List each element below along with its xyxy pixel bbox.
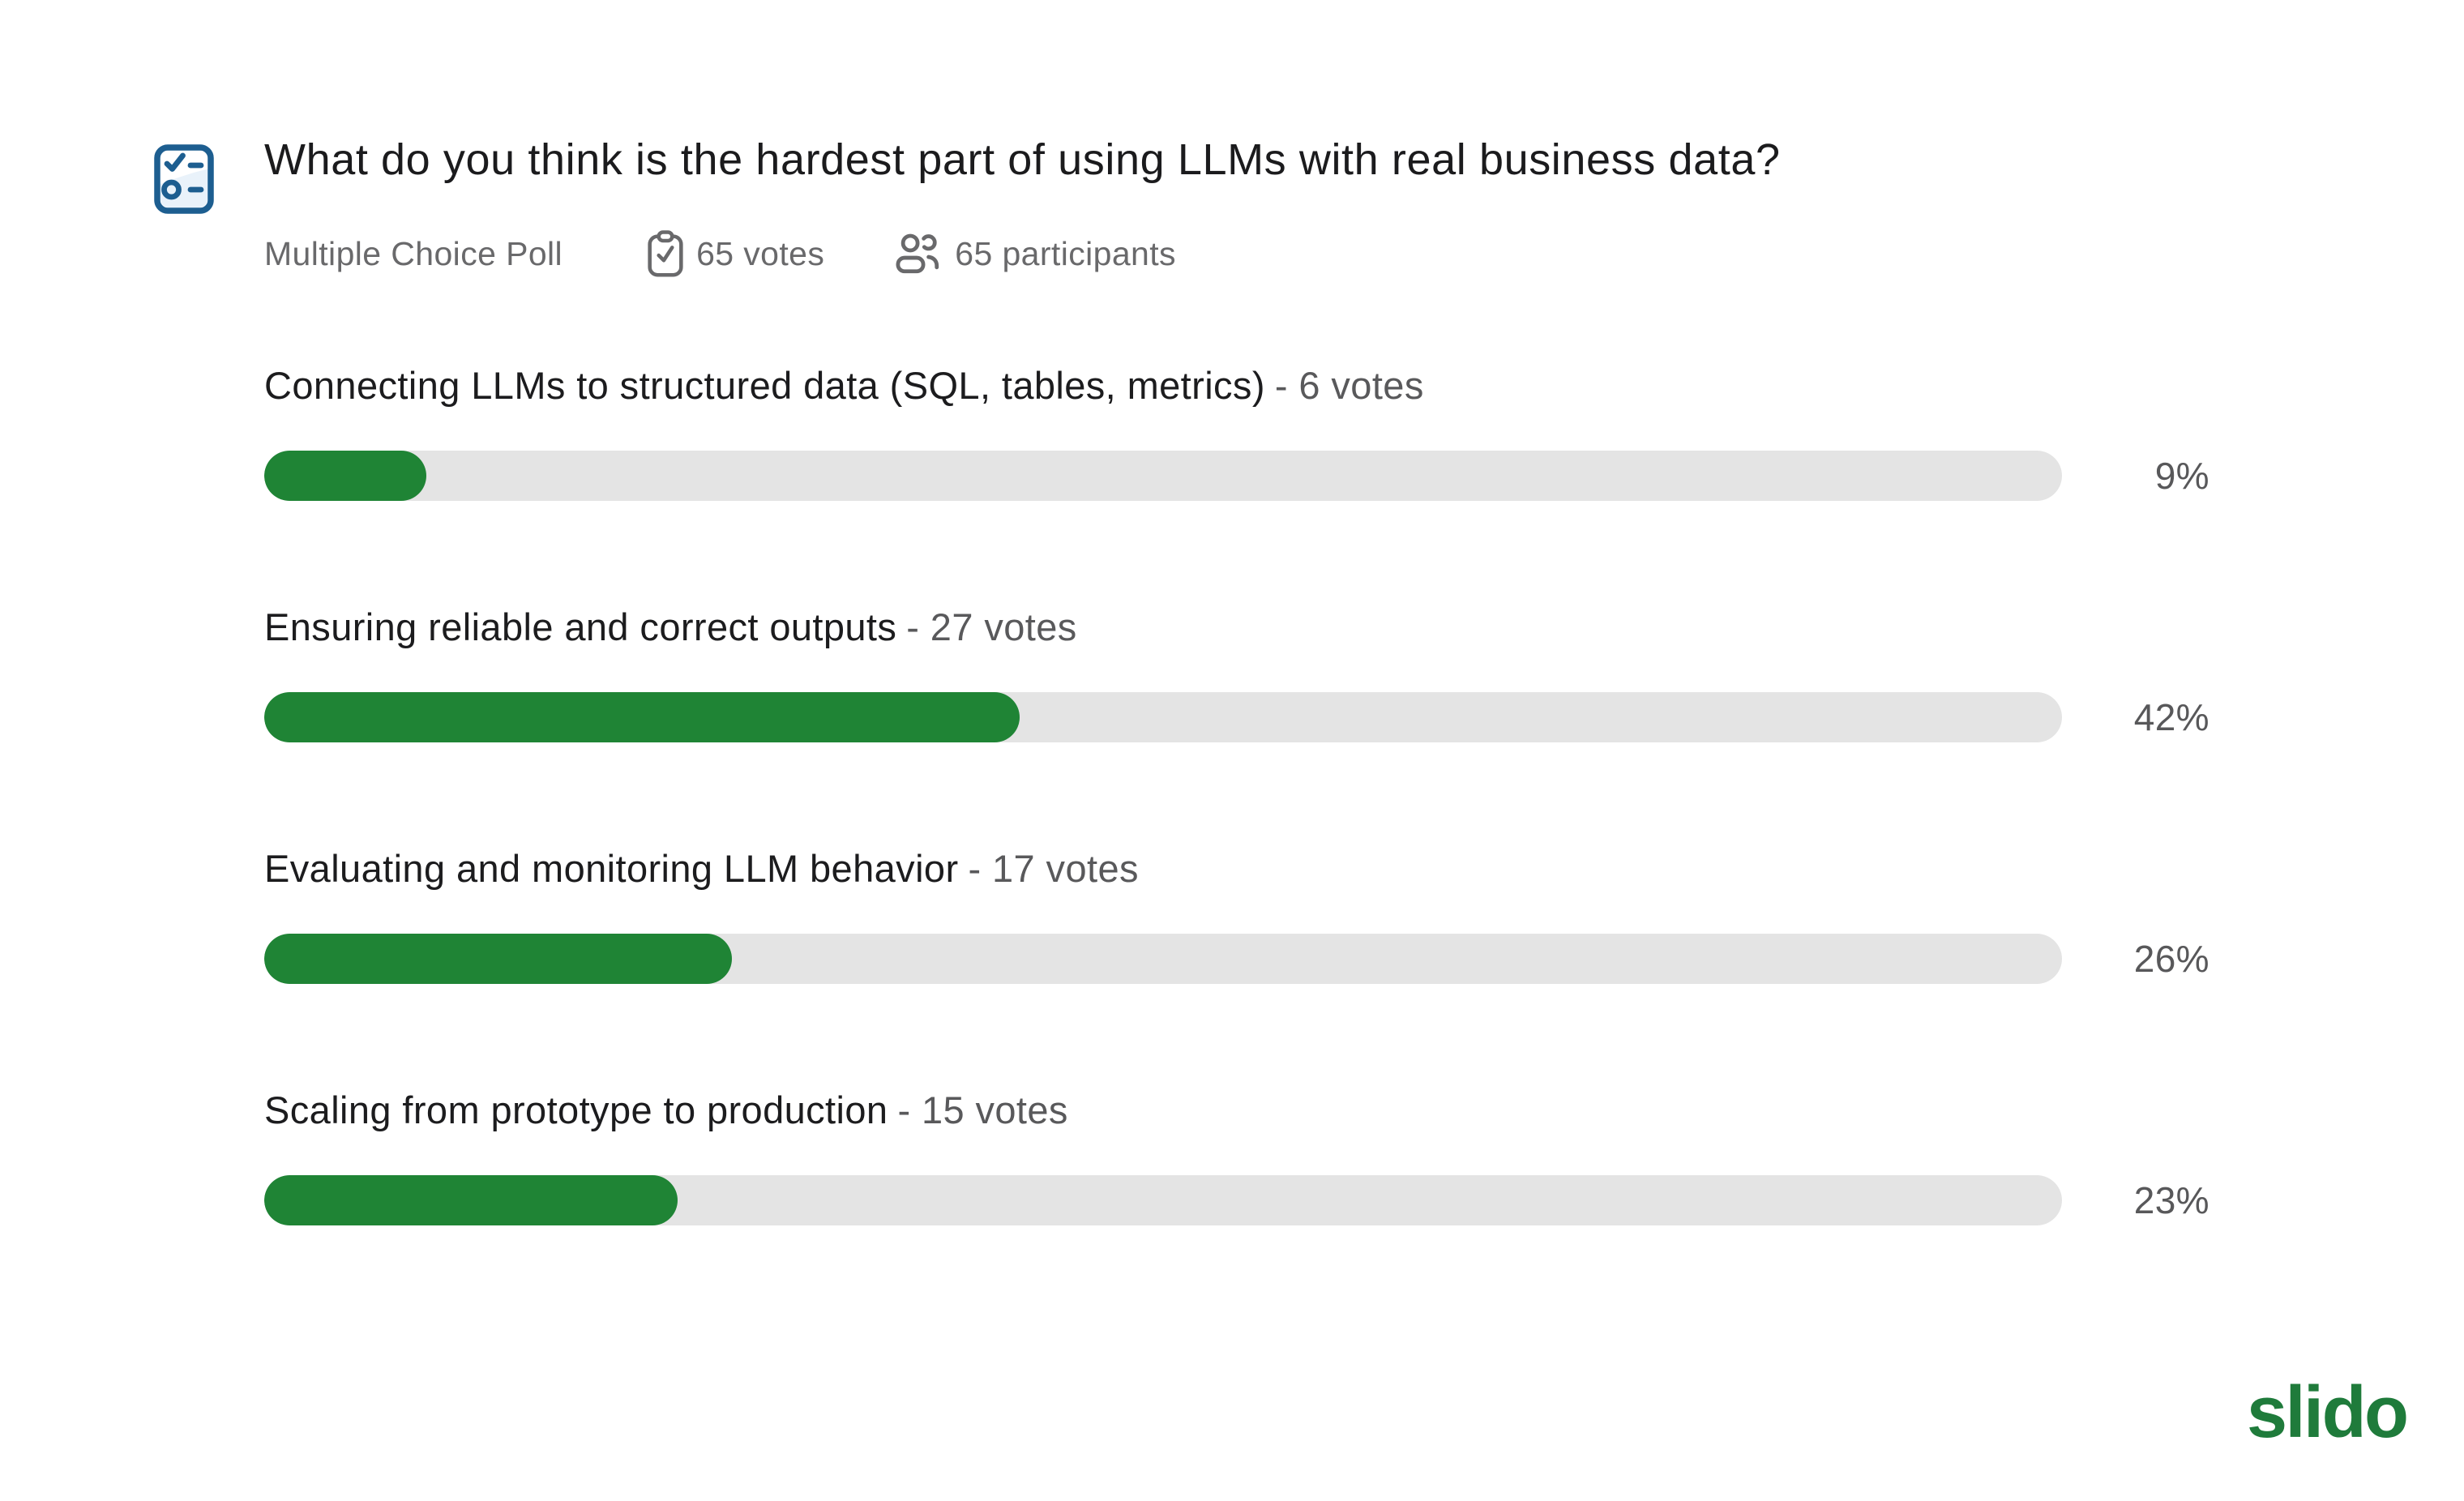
option-votes: - 6 votes: [1274, 364, 1424, 407]
poll-type-label: Multiple Choice Poll: [264, 234, 563, 272]
option-text: Connecting LLMs to structured data (SQL,…: [264, 364, 1265, 407]
clipboard-check-icon: [648, 230, 683, 277]
option-bar-fill: [264, 934, 732, 984]
poll-meta-row: Multiple Choice Poll 65 votes 65 partici…: [264, 229, 1176, 279]
option-text: Scaling from prototype to production: [264, 1088, 888, 1131]
option-bar-row: 23%: [264, 1175, 2209, 1225]
poll-option-row: Ensuring reliable and correct outputs - 2…: [264, 605, 2209, 742]
participants-count-group: 65 participants: [896, 233, 1176, 274]
poll-option-row: Scaling from prototype to production - 15…: [264, 1088, 2209, 1225]
option-votes: - 15 votes: [897, 1088, 1068, 1131]
option-bar-fill: [264, 451, 426, 501]
option-text: Evaluating and monitoring LLM behavior: [264, 847, 959, 890]
poll-option-row: Evaluating and monitoring LLM behavior - …: [264, 846, 2209, 984]
option-bar-row: 42%: [264, 692, 2209, 742]
option-bar-track: [264, 692, 2062, 742]
option-percent: 9%: [2154, 455, 2209, 497]
votes-count-group: 65 votes: [647, 230, 824, 277]
option-text: Ensuring reliable and correct outputs: [264, 605, 897, 648]
option-label: Ensuring reliable and correct outputs - 2…: [264, 605, 2209, 650]
poll-option-row: Connecting LLMs to structured data (SQL,…: [264, 363, 2209, 501]
poll-options-list: Connecting LLMs to structured data (SQL,…: [264, 363, 2209, 1329]
option-bar-row: 26%: [264, 934, 2209, 984]
slido-logo: slido: [2247, 1372, 2409, 1453]
option-bar-row: 9%: [264, 451, 2209, 501]
option-label: Evaluating and monitoring LLM behavior - …: [264, 846, 2209, 892]
option-label: Scaling from prototype to production - 15…: [264, 1088, 2209, 1133]
participants-count: 65 participants: [955, 234, 1176, 272]
option-bar-track: [264, 1175, 2062, 1225]
checklist-poll-icon: [154, 144, 214, 214]
option-bar-track: [264, 451, 2062, 501]
people-icon: [896, 233, 939, 274]
poll-question-title: What do you think is the hardest part of…: [264, 135, 1781, 184]
option-percent: 26%: [2133, 938, 2209, 980]
option-bar-fill: [264, 692, 1020, 742]
option-percent: 42%: [2133, 696, 2209, 738]
option-votes: - 27 votes: [906, 605, 1077, 648]
option-label: Connecting LLMs to structured data (SQL,…: [264, 363, 2209, 408]
votes-count: 65 votes: [696, 234, 825, 272]
option-votes: - 17 votes: [968, 847, 1139, 890]
option-bar-fill: [264, 1175, 678, 1225]
option-percent: 23%: [2133, 1179, 2209, 1221]
option-bar-track: [264, 934, 2062, 984]
